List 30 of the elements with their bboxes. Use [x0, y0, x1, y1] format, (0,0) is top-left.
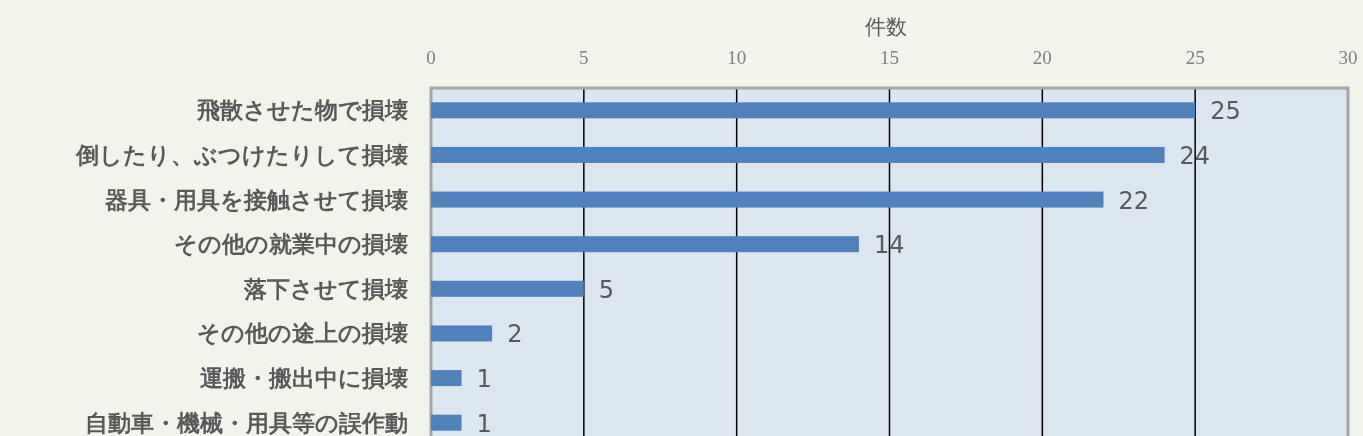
bar [431, 146, 1165, 163]
y-tick-label: 倒したり、ぶつけたりして損壊 [75, 141, 408, 168]
data-label: 1 [476, 409, 492, 436]
bar [431, 414, 462, 431]
x-tick-label: 10 [727, 47, 747, 68]
data-label: 2 [507, 320, 523, 349]
y-tick-label: 落下させて損壊 [243, 275, 408, 302]
bar [431, 191, 1104, 208]
x-tick-label: 15 [880, 47, 899, 68]
x-tick-label: 0 [426, 47, 436, 68]
y-tick-label: 器具・用具を接触させて損壊 [105, 186, 408, 213]
bar [431, 325, 493, 342]
x-tick-label: 5 [579, 47, 589, 68]
x-tick-label: 20 [1032, 47, 1052, 68]
y-tick-label: その他の途上の損壊 [197, 320, 408, 347]
y-tick-label: 運搬・搬出中に損壊 [200, 365, 408, 392]
y-tick-label: 飛散させた物で損壊 [196, 97, 408, 124]
data-label: 25 [1210, 97, 1241, 126]
x-tick-label: 30 [1338, 47, 1358, 68]
bar [431, 370, 462, 387]
bar [431, 280, 584, 297]
bar [431, 102, 1196, 119]
data-label: 5 [598, 275, 615, 304]
x-axis-title: 件数 [864, 15, 907, 39]
data-label: 1 [476, 365, 492, 394]
y-tick-label: その他の就業中の損壊 [174, 231, 408, 258]
data-label: 22 [1118, 186, 1150, 215]
y-tick-label: 自動車・機械・用具等の誤作動 [85, 409, 408, 436]
x-tick-label: 25 [1185, 47, 1205, 68]
bar [431, 236, 859, 253]
